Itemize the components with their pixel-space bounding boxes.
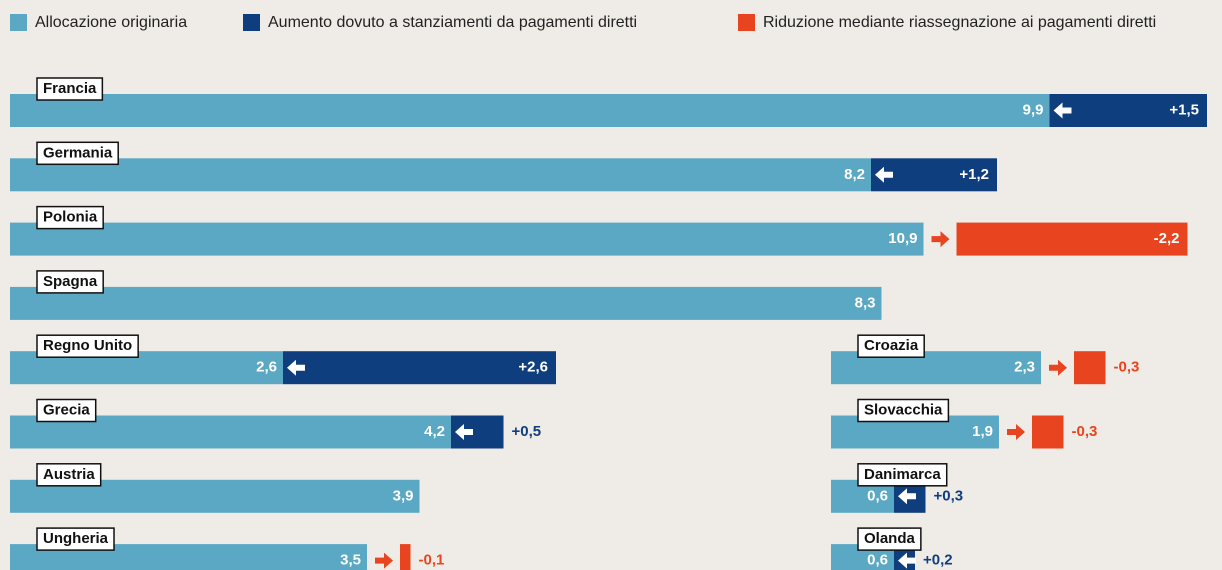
arrow <box>1007 424 1025 440</box>
bar <box>956 222 1188 256</box>
value-label: 0,6 <box>867 487 888 504</box>
value-label: 8,2 <box>844 166 865 183</box>
category-box <box>36 527 115 551</box>
value-label: +1,5 <box>1169 101 1199 118</box>
legend-swatch <box>10 14 27 31</box>
value-label: +0,5 <box>512 423 542 440</box>
category-box <box>857 334 925 358</box>
legend-swatch <box>243 14 260 31</box>
arrow <box>455 424 473 440</box>
category-label: Regno Unito <box>43 337 132 354</box>
bar <box>10 94 1050 127</box>
category-label: Croazia <box>864 337 919 354</box>
arrow <box>287 359 305 376</box>
value-label: 2,3 <box>1014 359 1035 376</box>
category-box <box>36 398 97 423</box>
category-box <box>36 334 139 358</box>
value-label: -0,1 <box>419 552 445 569</box>
bar <box>10 158 871 192</box>
category-box <box>36 463 102 487</box>
category-label: Germania <box>43 144 113 161</box>
legend-swatch <box>738 14 755 31</box>
category-label: Francia <box>43 80 97 97</box>
legend-label: Aumento dovuto a stanziamenti da pagamen… <box>268 14 637 31</box>
category-label: Austria <box>43 466 95 483</box>
category-box <box>857 398 950 423</box>
value-label: +0,3 <box>934 487 964 504</box>
value-label: -0,3 <box>1072 423 1098 440</box>
bar <box>400 544 411 570</box>
category-box <box>36 141 119 166</box>
value-label: -2,2 <box>1154 230 1180 247</box>
category-box <box>857 527 922 551</box>
category-box <box>36 270 104 294</box>
legend-label: Riduzione mediante riassegnazione ai pag… <box>763 14 1156 31</box>
category-box <box>857 463 948 487</box>
bar <box>1049 94 1207 127</box>
category-label: Spagna <box>43 273 98 290</box>
bar <box>1032 415 1064 449</box>
category-label: Danimarca <box>864 466 941 483</box>
bar <box>283 351 556 385</box>
arrow <box>375 552 393 569</box>
category-box <box>36 77 104 101</box>
value-label: -0,3 <box>1114 359 1140 376</box>
arrow <box>1053 102 1072 119</box>
category-label: Polonia <box>43 209 98 226</box>
bar <box>1074 351 1106 385</box>
category-label: Olanda <box>864 530 916 547</box>
value-label: +2,6 <box>518 359 548 376</box>
category-label: Ungheria <box>43 530 109 547</box>
category-label: Slovacchia <box>864 401 943 418</box>
arrow <box>1049 359 1067 376</box>
value-label: +1,2 <box>959 166 989 183</box>
arrow <box>898 488 916 505</box>
value-label: 1,9 <box>972 423 993 440</box>
value-label: 3,5 <box>340 552 361 569</box>
bar <box>10 222 924 256</box>
value-label: 10,9 <box>888 230 917 247</box>
arrow <box>931 231 950 248</box>
value-label: +0,2 <box>923 552 953 569</box>
value-label: 3,9 <box>393 487 414 504</box>
arrow <box>875 166 893 183</box>
category-label: Grecia <box>43 401 90 418</box>
category-box <box>36 205 104 230</box>
value-label: 0,6 <box>867 552 888 569</box>
value-label: 2,6 <box>256 359 277 376</box>
arrow <box>898 552 916 569</box>
value-label: 4,2 <box>424 423 445 440</box>
legend-label: Allocazione originaria <box>35 14 187 31</box>
bar <box>10 286 882 320</box>
value-label: 8,3 <box>855 294 876 311</box>
value-label: 9,9 <box>1023 101 1044 118</box>
